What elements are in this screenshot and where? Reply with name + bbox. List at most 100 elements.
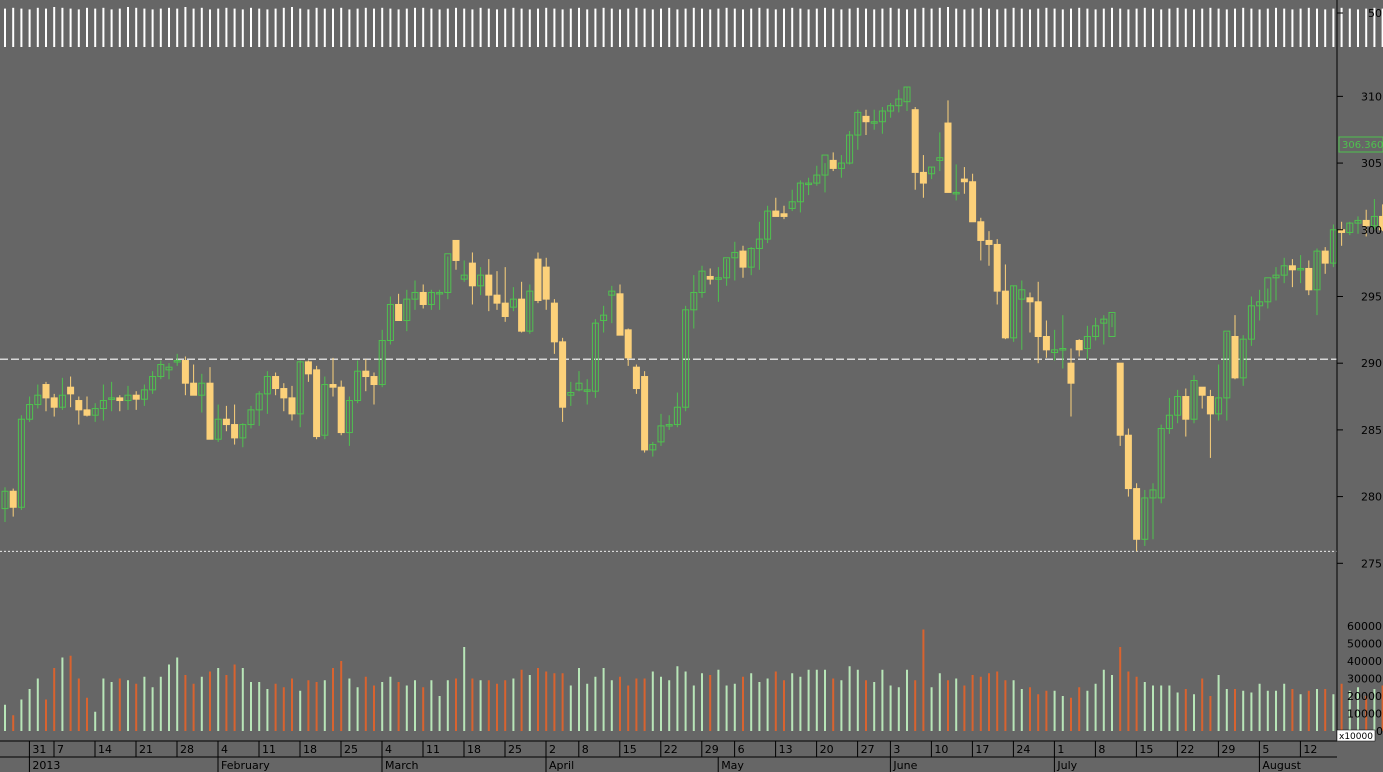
volume-bar xyxy=(1193,694,1195,731)
candle-down xyxy=(944,122,952,193)
price-tick-label: 275 xyxy=(1361,557,1382,570)
candle-up xyxy=(1215,397,1223,415)
indicator-bar xyxy=(258,8,261,48)
volume-bar xyxy=(438,696,441,731)
indicator-bar xyxy=(1037,8,1040,48)
indicator-bar xyxy=(578,7,580,48)
indicator-bar xyxy=(332,8,334,48)
volume-bar xyxy=(733,683,736,731)
indicator-bar xyxy=(545,7,548,48)
month-label: July xyxy=(1056,759,1077,772)
candle-down xyxy=(780,213,788,217)
volume-bar xyxy=(1316,689,1318,731)
volume-bar xyxy=(1234,689,1236,731)
indicator-bar xyxy=(889,7,892,48)
month-label: March xyxy=(385,759,419,772)
volume-bar xyxy=(1217,675,1220,731)
volume-bar xyxy=(1242,690,1245,731)
indicator-bar xyxy=(930,8,933,48)
indicator-bar xyxy=(1143,7,1146,48)
volume-bar xyxy=(561,673,564,731)
volume-bar xyxy=(1365,696,1368,731)
month-label: 2013 xyxy=(32,759,60,772)
candle-up xyxy=(567,392,575,396)
indicator-bar xyxy=(1135,8,1138,48)
volume-bar xyxy=(250,682,252,731)
candle-up xyxy=(526,290,534,332)
time-axis: 31 7 14 21 28 4 11 18 25 4 11 18 25 2 8 15 22 29 6 13 20 27 3 1… xyxy=(0,740,1337,772)
volume-bar xyxy=(4,704,6,731)
volume-bar xyxy=(225,675,228,731)
indicator-bar xyxy=(955,8,958,48)
volume-bar xyxy=(815,669,818,731)
indicator-bar xyxy=(151,9,154,47)
indicator-bar xyxy=(848,8,851,48)
candle-up xyxy=(854,111,862,136)
volume-bar xyxy=(742,676,744,731)
indicator-bar xyxy=(1053,8,1056,48)
volume-bar xyxy=(1053,690,1056,731)
volume-bar xyxy=(963,685,966,731)
candle-down xyxy=(1042,336,1050,351)
indicator-bar xyxy=(430,8,433,48)
volume-bar xyxy=(1045,690,1048,731)
volume-bar xyxy=(405,685,408,731)
volume-bar xyxy=(692,685,695,731)
candle-up xyxy=(608,290,616,296)
candle-down xyxy=(190,382,198,396)
indicator-bar xyxy=(750,8,753,48)
volume-bar xyxy=(1143,682,1146,731)
month-label: May xyxy=(721,759,744,772)
volume-bar xyxy=(159,676,162,731)
volume-bar xyxy=(356,687,359,731)
volume-bar xyxy=(1094,683,1097,731)
volume-bar xyxy=(291,678,293,731)
indicator-bar xyxy=(742,9,744,47)
indicator-bar xyxy=(1217,8,1220,48)
day-tick-label: 12 xyxy=(1303,743,1317,756)
candle-down xyxy=(493,294,501,304)
indicator-bar xyxy=(832,8,835,48)
candle-up xyxy=(673,406,681,426)
indicator-bar xyxy=(266,9,269,47)
candle-up xyxy=(477,274,485,287)
indicator-bar xyxy=(1225,9,1228,47)
indicator-bar xyxy=(348,9,351,47)
candle-up xyxy=(296,361,304,415)
indicator-bar xyxy=(619,9,621,47)
indicator-bar xyxy=(315,7,318,48)
day-tick-label: 31 xyxy=(32,743,46,756)
candle-up xyxy=(887,105,895,112)
volume-bar xyxy=(1209,696,1212,731)
candle-down xyxy=(9,490,17,508)
candle-up xyxy=(378,340,386,386)
candle-up xyxy=(34,394,42,406)
volume-tick-label: 0 xyxy=(1376,725,1383,738)
candle-up xyxy=(1141,497,1149,540)
indicator-bar xyxy=(586,9,589,47)
candle-up xyxy=(1018,289,1026,300)
indicator-bar xyxy=(1365,8,1368,48)
volume-bar xyxy=(20,699,23,731)
volume-bar xyxy=(323,680,326,731)
candle-down xyxy=(993,243,1001,292)
indicator-bar xyxy=(20,8,23,48)
candle-down xyxy=(501,302,509,317)
candle-up xyxy=(1264,277,1272,303)
day-tick-label: 29 xyxy=(705,743,719,756)
indicator-bar xyxy=(340,7,343,48)
indicator-bar xyxy=(69,8,72,48)
indicator-bar xyxy=(455,7,457,48)
candle-down xyxy=(222,418,230,426)
volume-bar xyxy=(61,657,64,731)
indicator-bar xyxy=(651,9,654,47)
indicator-bar xyxy=(1086,8,1089,48)
volume-bar xyxy=(143,676,146,731)
volume-bar xyxy=(1373,689,1376,731)
candle-down xyxy=(1362,219,1370,227)
candle-down xyxy=(1206,396,1214,415)
volume-bar xyxy=(791,673,794,731)
volume-bar xyxy=(192,683,195,731)
candle-down xyxy=(632,366,640,390)
